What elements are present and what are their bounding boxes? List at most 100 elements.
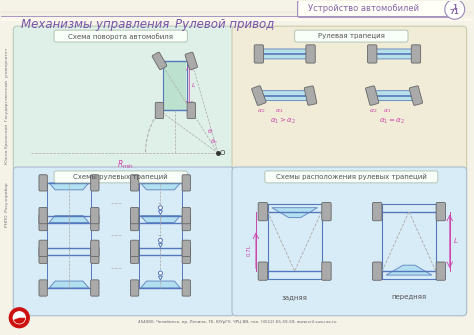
Text: 454080, Челябинск, пр. Ленина, 76, ЮУрГУ, ЧРЦ ВВ, тел. (3512) 65-59-59, www.cril: 454080, Челябинск, пр. Ленина, 76, ЮУрГУ… (138, 320, 336, 324)
Polygon shape (141, 216, 180, 222)
FancyBboxPatch shape (155, 103, 164, 119)
Text: Схемы расположения рулевых трапеций: Схемы расположения рулевых трапеций (276, 174, 427, 180)
Text: Схема поворота автомобиля: Схема поворота автомобиля (68, 33, 173, 40)
Circle shape (158, 239, 163, 243)
FancyBboxPatch shape (367, 45, 377, 63)
Bar (1, 11, 473, 12)
Circle shape (445, 0, 465, 19)
FancyBboxPatch shape (258, 202, 267, 221)
Text: передняя: передняя (392, 294, 427, 300)
Text: O: O (220, 150, 226, 156)
Text: Устройство автомобилей: Устройство автомобилей (308, 4, 419, 13)
Text: $\alpha_1>\alpha_2$: $\alpha_1>\alpha_2$ (270, 116, 296, 127)
Bar (1, 18, 473, 19)
Polygon shape (261, 49, 309, 59)
Circle shape (158, 206, 163, 210)
Text: Схемы рулевых трапеций: Схемы рулевых трапеций (73, 174, 168, 180)
FancyBboxPatch shape (39, 175, 47, 191)
FancyBboxPatch shape (130, 240, 139, 257)
FancyBboxPatch shape (91, 175, 99, 191)
Text: L: L (454, 239, 457, 244)
FancyBboxPatch shape (232, 26, 466, 171)
FancyBboxPatch shape (182, 247, 191, 263)
FancyBboxPatch shape (258, 262, 267, 280)
Polygon shape (272, 208, 318, 217)
Text: Механизмы управления: Механизмы управления (21, 18, 170, 31)
FancyBboxPatch shape (254, 45, 264, 63)
Bar (1, 15, 473, 16)
FancyBboxPatch shape (252, 86, 266, 106)
FancyBboxPatch shape (306, 45, 315, 63)
FancyBboxPatch shape (130, 207, 139, 224)
Polygon shape (386, 265, 432, 275)
FancyBboxPatch shape (436, 262, 446, 280)
FancyBboxPatch shape (182, 240, 191, 257)
FancyBboxPatch shape (182, 214, 191, 231)
Text: $\alpha_1$: $\alpha_1$ (274, 108, 283, 116)
FancyBboxPatch shape (232, 167, 466, 316)
FancyBboxPatch shape (152, 52, 167, 70)
FancyBboxPatch shape (298, 0, 459, 17)
FancyBboxPatch shape (39, 247, 47, 263)
Bar (1, 16, 473, 17)
FancyBboxPatch shape (322, 202, 331, 221)
Text: $\theta_i$: $\theta_i$ (207, 127, 214, 136)
Polygon shape (374, 91, 414, 100)
FancyBboxPatch shape (322, 262, 331, 280)
FancyBboxPatch shape (39, 280, 47, 296)
FancyBboxPatch shape (410, 86, 423, 106)
FancyBboxPatch shape (130, 214, 139, 231)
Text: $\theta_o$: $\theta_o$ (210, 137, 219, 146)
FancyBboxPatch shape (130, 175, 139, 191)
Wedge shape (14, 318, 25, 324)
Bar (1, 13, 473, 14)
Circle shape (9, 308, 29, 328)
Polygon shape (141, 281, 180, 288)
FancyBboxPatch shape (91, 247, 99, 263)
FancyBboxPatch shape (54, 30, 187, 42)
Circle shape (158, 271, 163, 275)
FancyBboxPatch shape (187, 103, 195, 119)
Polygon shape (141, 183, 180, 190)
Text: 71: 71 (450, 9, 460, 15)
Text: $\alpha_1=\alpha_2$: $\alpha_1=\alpha_2$ (379, 117, 405, 126)
FancyBboxPatch shape (130, 247, 139, 263)
FancyBboxPatch shape (91, 214, 99, 231)
Text: $\alpha_2$: $\alpha_2$ (256, 108, 265, 116)
FancyBboxPatch shape (13, 26, 234, 171)
Bar (1, 19, 473, 20)
Circle shape (13, 312, 25, 324)
Text: задняя: задняя (282, 294, 308, 300)
FancyBboxPatch shape (39, 207, 47, 224)
FancyBboxPatch shape (54, 171, 187, 183)
Text: 0.7L: 0.7L (247, 245, 252, 256)
FancyBboxPatch shape (265, 171, 438, 183)
FancyBboxPatch shape (13, 167, 234, 316)
Polygon shape (158, 243, 163, 247)
Polygon shape (49, 281, 89, 288)
Text: Рулевой привод: Рулевой привод (175, 18, 275, 31)
Polygon shape (158, 276, 163, 280)
Text: L: L (192, 83, 196, 88)
FancyBboxPatch shape (436, 202, 446, 221)
FancyBboxPatch shape (39, 240, 47, 257)
Text: 1: 1 (452, 4, 457, 10)
Text: $R_{min}$: $R_{min}$ (117, 158, 134, 171)
FancyBboxPatch shape (182, 280, 191, 296)
Polygon shape (49, 216, 89, 222)
FancyBboxPatch shape (182, 175, 191, 191)
FancyBboxPatch shape (373, 202, 382, 221)
Bar (1, 12, 473, 13)
Text: РНПО  Росучприбор: РНПО Росучприбор (5, 182, 9, 227)
FancyBboxPatch shape (185, 52, 198, 70)
Bar (1, 20, 473, 21)
Text: $\alpha_1$: $\alpha_1$ (383, 108, 392, 116)
Polygon shape (374, 49, 414, 59)
FancyBboxPatch shape (304, 86, 317, 105)
Bar (164, 61, 186, 111)
FancyBboxPatch shape (365, 86, 379, 106)
FancyBboxPatch shape (91, 240, 99, 257)
Polygon shape (49, 183, 89, 190)
Polygon shape (158, 211, 163, 215)
FancyBboxPatch shape (39, 214, 47, 231)
